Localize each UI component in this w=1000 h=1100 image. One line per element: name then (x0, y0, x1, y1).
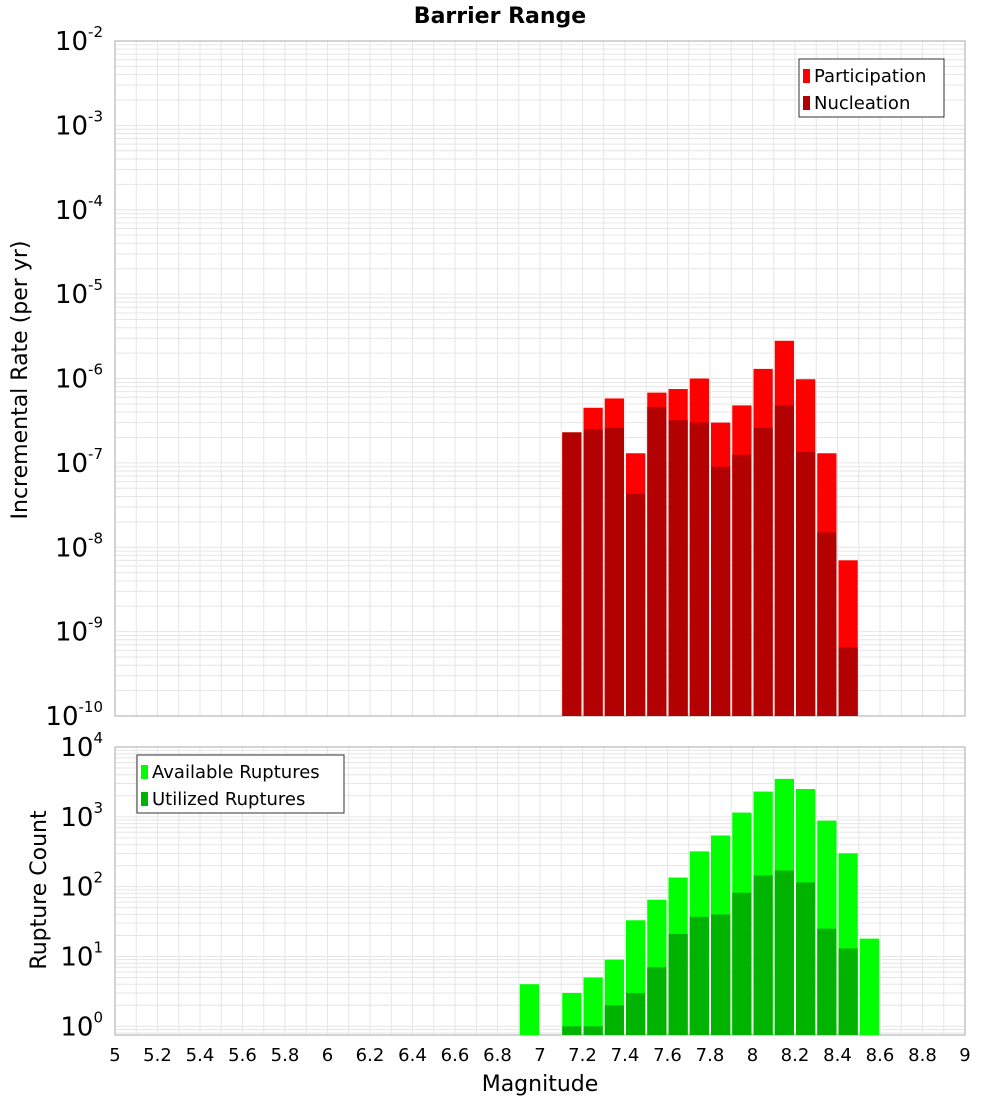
bar (838, 948, 858, 1035)
y-tick-label: 10-6 (55, 361, 103, 395)
x-tick-label: 5.4 (186, 1045, 215, 1066)
bar (774, 870, 794, 1035)
x-tick-label: 5 (109, 1045, 120, 1066)
x-tick-label: 8.6 (866, 1045, 895, 1066)
bar (583, 1026, 603, 1035)
bar (817, 928, 837, 1035)
y-tick-label: 10-7 (55, 445, 103, 479)
legend-label: Nucleation (814, 93, 910, 114)
bar (668, 933, 688, 1035)
x-tick-label: 8.4 (823, 1045, 852, 1066)
x-tick-label: 7.8 (696, 1045, 725, 1066)
bar (604, 1005, 624, 1035)
x-tick-label: 8.2 (781, 1045, 810, 1066)
bar (732, 892, 752, 1035)
y-tick-label: 10-4 (55, 192, 103, 226)
bar (711, 466, 731, 716)
bottom-y-axis-label: Rupture Count (27, 810, 52, 970)
grid (114, 40, 966, 717)
x-tick-label: 5.2 (143, 1045, 172, 1066)
legend-swatch (803, 96, 810, 110)
x-tick-label: 7.6 (653, 1045, 682, 1066)
x-tick-label: 8 (747, 1045, 758, 1066)
bar (647, 967, 667, 1035)
bar (583, 977, 603, 1035)
legend: Participation Nucleation (798, 58, 945, 118)
bar (838, 647, 858, 716)
bar (689, 422, 709, 716)
x-tick-label: 6 (322, 1045, 333, 1066)
x-tick-label: 7.4 (611, 1045, 640, 1066)
bar (753, 427, 773, 716)
x-tick-label: 8.8 (908, 1045, 937, 1066)
y-tick-label: 101 (60, 938, 103, 972)
x-tick-label: 6.6 (441, 1045, 470, 1066)
bar (774, 405, 794, 716)
legend-label: Utilized Ruptures (152, 789, 305, 810)
x-tick-label: 6.2 (356, 1045, 385, 1066)
x-tick-label: 5.8 (271, 1045, 300, 1066)
legend-box (798, 58, 945, 118)
x-axis-label: Magnitude (482, 1072, 599, 1097)
bar (732, 454, 752, 716)
rupture-count-plot: 104 103 102 101 100 Available Ruptures Utilize… (60, 729, 970, 1066)
bar (562, 1026, 582, 1035)
bar (626, 992, 646, 1035)
bar (519, 984, 539, 1035)
y-tick-label: 100 (60, 1008, 103, 1042)
bar (753, 875, 773, 1035)
y-tick-label: 10-9 (55, 614, 103, 648)
bar (796, 451, 816, 716)
legend-swatch (803, 69, 810, 83)
legend-box (136, 754, 345, 814)
bar (562, 432, 582, 716)
legend: Available Ruptures Utilized Ruptures (136, 754, 345, 814)
y-tick-label: 10-8 (55, 529, 103, 563)
bar (711, 914, 731, 1035)
x-tick-label: 6.4 (398, 1045, 427, 1066)
bar (604, 427, 624, 716)
bar (562, 992, 582, 1035)
x-tick-label: 7 (534, 1045, 545, 1066)
y-tick-label: 102 (60, 869, 103, 903)
y-tick-label: 104 (60, 729, 103, 763)
x-tick-label: 5.6 (228, 1045, 257, 1066)
y-tick-label: 10-5 (55, 276, 103, 310)
chart-title: Barrier Range (414, 4, 586, 29)
legend-label: Available Ruptures (152, 762, 320, 783)
top-y-axis-label: Incremental Rate (per yr) (8, 241, 33, 520)
y-tick-label: 103 (60, 799, 103, 833)
bar (647, 406, 667, 716)
y-tick-label: 10-2 (55, 23, 103, 57)
x-tick-label: 6.8 (483, 1045, 512, 1066)
bar (817, 532, 837, 716)
plot-frame (114, 746, 966, 1036)
legend-label: Participation (814, 66, 926, 87)
legend-swatch (141, 792, 148, 806)
bar (796, 882, 816, 1035)
rate-plot: 10-2 10-3 10-4 10-5 10-6 10-7 10-8 10-9 10-10 Par… (45, 23, 966, 732)
series-1 (562, 870, 858, 1035)
x-tick-label: 9 (959, 1045, 970, 1066)
bar (859, 938, 879, 1035)
y-tick-label: 10-10 (45, 698, 103, 732)
x-tick-label: 7.2 (568, 1045, 597, 1066)
bar (689, 916, 709, 1035)
y-tick-label: 10-3 (55, 107, 103, 141)
legend-swatch (141, 765, 148, 779)
series-1 (562, 405, 858, 716)
bar (668, 420, 688, 716)
bar (626, 493, 646, 716)
bar (583, 429, 603, 716)
plot-frame (114, 40, 966, 717)
